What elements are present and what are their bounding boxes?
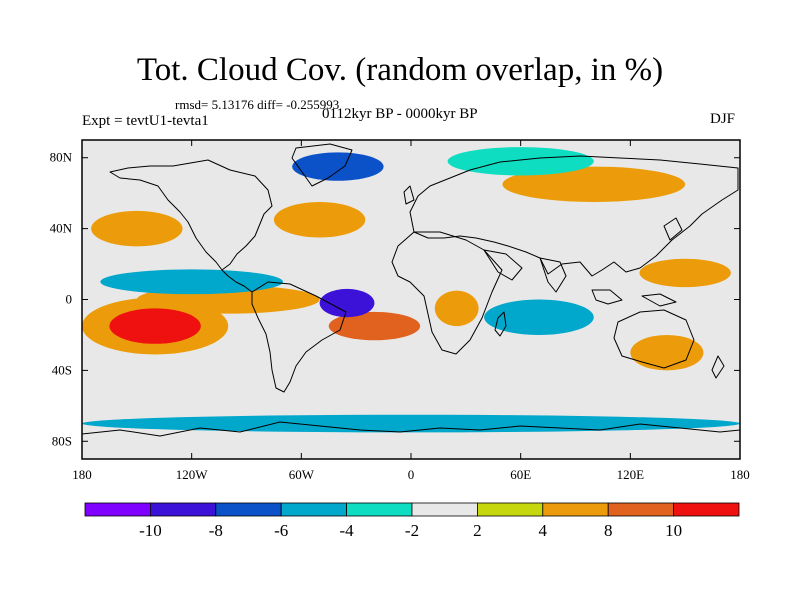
lon-tick-label: 60W [289, 467, 315, 482]
lon-tick-label: 120E [617, 467, 645, 482]
central-america-coastline [221, 269, 253, 293]
indonesia-coastline [591, 289, 623, 305]
lat-tick-label: 40N [50, 221, 73, 236]
new-guinea-coastline [641, 293, 677, 307]
arabia-coastline [483, 249, 523, 281]
anomaly-region-central-africa [434, 290, 479, 327]
colorbar-label: -6 [274, 521, 288, 540]
colorbar-bin [280, 502, 348, 517]
anomaly-region-south-atlantic [328, 311, 421, 341]
colorbar-bin [411, 502, 478, 517]
new-zealand-coastline [711, 355, 725, 379]
experiment-label: Expt = tevtU1-tevta1 [82, 113, 209, 129]
south-america-coastline [251, 281, 347, 393]
british-isles-coastline [403, 185, 415, 205]
colorbar-bin [149, 502, 217, 517]
japan-coastline [663, 217, 683, 241]
greenland-coastline [291, 143, 353, 187]
coastline-layer [82, 143, 740, 437]
colorbar-label: -8 [209, 521, 223, 540]
colorbar-label: 4 [539, 521, 548, 540]
colorbar-label: 8 [604, 521, 613, 540]
madagascar-coastline [494, 311, 507, 337]
lon-tick-label: 60E [510, 467, 531, 482]
anomaly-region-greenland [292, 152, 384, 181]
lat-tick-label: 0 [66, 292, 73, 307]
anomaly-field-layer [82, 147, 740, 433]
period-label: 0112kyr BP - 0000kyr BP [322, 106, 478, 122]
colorbar-bin [215, 502, 282, 517]
anomaly-region-equatorial-atlantic [319, 288, 375, 318]
colorbar-bin [346, 502, 413, 517]
colorbar-bin [673, 502, 740, 517]
season-label: DJF [710, 111, 736, 127]
anomaly-region-central-south-pacific [109, 308, 201, 344]
lon-tick-label: 120W [176, 467, 209, 482]
lon-tick-label: 180 [730, 467, 750, 482]
map-plot-area [82, 140, 740, 459]
plot-title: Tot. Cloud Cov. (random overlap, in %) [136, 52, 664, 88]
map-axes: 180 120W 60W 0 60E 120E 180 80N 40N 0 40S 80S [50, 140, 750, 482]
colorbar-bin [607, 502, 675, 517]
lon-tick-label: 180 [72, 467, 92, 482]
australia-coastline [613, 309, 695, 369]
anomaly-region-southern-ocean-belt [82, 414, 740, 433]
anomaly-region-south-pacific-band [100, 269, 284, 295]
rmsd-diff-stats: rmsd= 5.13176 diff= -0.255993 [175, 97, 340, 112]
anomaly-region-siberia [447, 147, 594, 176]
anomaly-region-north-pacific [91, 210, 183, 247]
lat-tick-label: 40S [52, 362, 72, 377]
anomaly-region-indian-ocean [484, 299, 594, 335]
north-america-coastline [109, 159, 273, 271]
lat-tick-label: 80S [52, 433, 72, 448]
colorbar-label: -2 [405, 521, 419, 540]
africa-coastline [391, 231, 503, 355]
colorbar-bin [542, 502, 609, 517]
colorbar-bin [84, 502, 151, 517]
colorbar-bin [476, 502, 544, 517]
anomaly-region-north-atlantic [273, 202, 366, 238]
antarctica-coastline [82, 421, 740, 437]
europe-asia-coastline [409, 155, 739, 277]
anomaly-region-australia [630, 334, 704, 371]
lat-tick-label: 80N [50, 150, 73, 165]
anomaly-region-eurasia [502, 166, 686, 203]
colorbar-label: -4 [340, 521, 355, 540]
india-coastline [539, 257, 567, 293]
colorbar-label: -10 [139, 521, 162, 540]
colorbar-label: 10 [665, 521, 682, 540]
anomaly-region-west-pacific [639, 258, 731, 288]
colorbar-label: 2 [473, 521, 482, 540]
colorbar: -10 -8 -6 -4 -2 2 4 8 10 [84, 502, 740, 540]
lon-tick-label: 0 [408, 467, 415, 482]
